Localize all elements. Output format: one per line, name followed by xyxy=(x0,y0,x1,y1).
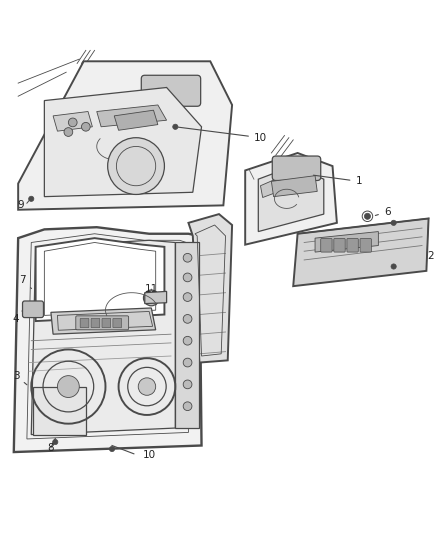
FancyBboxPatch shape xyxy=(91,318,100,328)
Text: 10: 10 xyxy=(143,450,155,460)
Circle shape xyxy=(183,402,192,410)
Circle shape xyxy=(81,123,90,131)
Circle shape xyxy=(173,124,178,130)
Polygon shape xyxy=(293,219,428,286)
Polygon shape xyxy=(31,240,175,434)
FancyBboxPatch shape xyxy=(22,301,43,318)
Circle shape xyxy=(110,446,115,451)
Text: 11: 11 xyxy=(145,284,158,294)
Circle shape xyxy=(108,138,164,195)
Circle shape xyxy=(183,314,192,323)
Circle shape xyxy=(57,376,79,398)
Polygon shape xyxy=(33,386,86,434)
Circle shape xyxy=(68,118,77,127)
Polygon shape xyxy=(145,292,166,304)
FancyBboxPatch shape xyxy=(334,239,345,252)
Circle shape xyxy=(138,378,155,395)
Text: 10: 10 xyxy=(178,127,267,143)
FancyBboxPatch shape xyxy=(272,156,321,181)
Polygon shape xyxy=(258,166,324,231)
FancyBboxPatch shape xyxy=(141,75,201,106)
Text: 3: 3 xyxy=(13,370,27,385)
FancyBboxPatch shape xyxy=(113,318,122,328)
Polygon shape xyxy=(114,110,158,130)
FancyBboxPatch shape xyxy=(347,239,358,252)
Circle shape xyxy=(391,220,396,225)
Polygon shape xyxy=(53,111,92,131)
Circle shape xyxy=(183,380,192,389)
Polygon shape xyxy=(14,227,201,452)
Circle shape xyxy=(391,264,396,269)
Circle shape xyxy=(28,196,34,201)
Circle shape xyxy=(183,253,192,262)
Circle shape xyxy=(183,336,192,345)
Circle shape xyxy=(149,295,154,301)
Circle shape xyxy=(144,290,159,306)
Text: 4: 4 xyxy=(13,309,23,324)
Polygon shape xyxy=(18,61,232,210)
Text: 8: 8 xyxy=(48,443,54,453)
Circle shape xyxy=(183,273,192,282)
FancyBboxPatch shape xyxy=(76,316,129,330)
Polygon shape xyxy=(272,176,317,197)
Polygon shape xyxy=(175,243,199,428)
Text: 1: 1 xyxy=(314,175,362,187)
Text: 2: 2 xyxy=(427,251,434,261)
FancyBboxPatch shape xyxy=(102,318,111,328)
Text: 7: 7 xyxy=(19,274,32,288)
Polygon shape xyxy=(35,238,164,321)
Polygon shape xyxy=(261,180,277,198)
Circle shape xyxy=(64,128,73,136)
FancyBboxPatch shape xyxy=(360,239,371,252)
Polygon shape xyxy=(188,214,232,362)
Polygon shape xyxy=(51,308,155,334)
Text: 9: 9 xyxy=(17,200,24,211)
Circle shape xyxy=(364,213,371,220)
Polygon shape xyxy=(97,105,166,127)
Polygon shape xyxy=(245,153,337,245)
Polygon shape xyxy=(315,231,378,252)
FancyBboxPatch shape xyxy=(80,318,89,328)
Circle shape xyxy=(183,293,192,302)
Circle shape xyxy=(53,439,58,445)
FancyBboxPatch shape xyxy=(321,239,332,252)
Circle shape xyxy=(183,358,192,367)
Text: 6: 6 xyxy=(375,207,390,217)
Polygon shape xyxy=(44,87,201,197)
